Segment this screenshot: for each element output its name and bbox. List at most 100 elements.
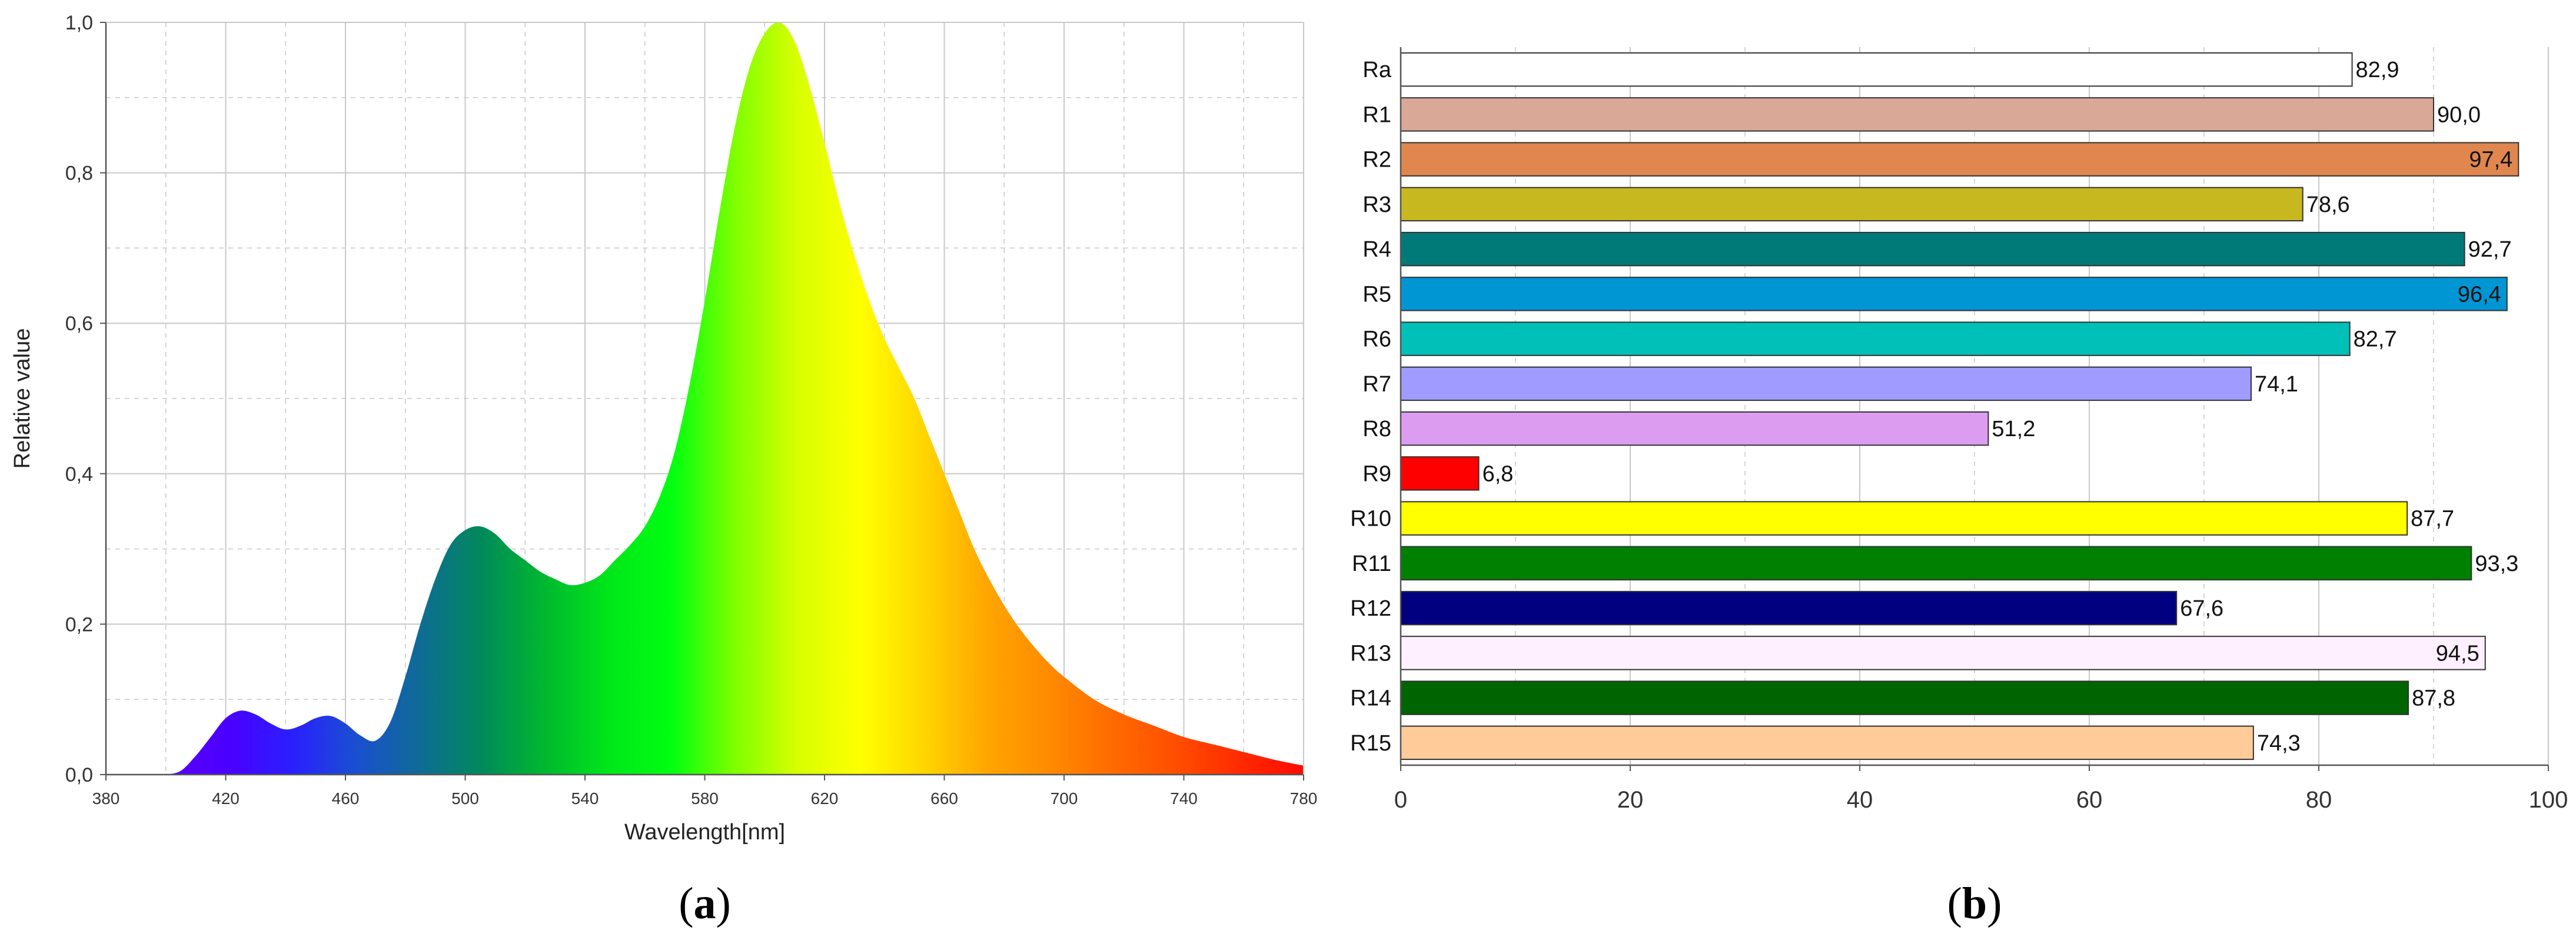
cri-value-label: 87,7 <box>2411 507 2454 532</box>
spectrum-x-tick-label: 620 <box>811 789 839 808</box>
panel-b-label-open: ( <box>1947 879 1962 928</box>
cri-value-label: 6,8 <box>1483 461 1514 486</box>
cri-x-tick-label: 40 <box>1847 787 1873 813</box>
cri-category-label: R12 <box>1350 596 1391 621</box>
cri-category-label: R2 <box>1362 148 1391 172</box>
spectrum-y-tick-label: 0,4 <box>65 463 93 486</box>
cri-value-label: 74,1 <box>2255 372 2298 397</box>
cri-bar-r6 <box>1400 321 2351 356</box>
panel-a-label-open: ( <box>679 879 693 928</box>
cri-value-label: 97,4 <box>2469 148 2512 172</box>
spectrum-area <box>165 22 1304 775</box>
cri-x-tick-label: 0 <box>1394 787 1407 813</box>
cri-category-label: R14 <box>1350 686 1391 711</box>
cri-bar-r2 <box>1400 142 2520 177</box>
cri-category-label: R4 <box>1362 237 1391 262</box>
cri-bar-row: R4 92,7 <box>1362 231 2512 267</box>
cri-bar-r10 <box>1400 501 2408 536</box>
cri-value-label: 78,6 <box>2306 192 2350 217</box>
cri-category-label: R15 <box>1350 731 1391 756</box>
cri-bar-r7 <box>1400 366 2252 401</box>
cri-value-label: 93,3 <box>2475 552 2518 576</box>
cri-bar-row: R9 6,8 <box>1362 456 1514 491</box>
cri-bar-r1 <box>1400 97 2434 132</box>
panel-b-label-letter: b <box>1962 879 1987 928</box>
spectrum-y-tick-label: 0,8 <box>65 162 93 185</box>
spectrum-y-tick-label: 0,0 <box>65 764 93 786</box>
panel-a-label: (a) <box>679 879 731 928</box>
spectrum-y-tick-label: 1,0 <box>65 12 93 34</box>
cri-category-label: R10 <box>1350 507 1391 532</box>
spectrum-chart: 380 420 460 500 540 580 620 660 700 740 780 0,0 0,2… <box>10 12 1317 928</box>
spectrum-y-tick-label: 0,6 <box>65 313 93 335</box>
cri-value-label: 87,8 <box>2412 686 2455 711</box>
cri-category-label: R1 <box>1362 102 1391 127</box>
cri-bar-r13 <box>1400 636 2486 670</box>
cri-bars: Ra 82,9 R1 90,0 R2 97,4 R3 78,6 R4 92,7 R5 96,4 R6 82… <box>1350 52 2520 760</box>
spectrum-x-ticks: 380 420 460 500 540 580 620 660 700 740 780 <box>92 775 1318 808</box>
cri-bar-row: R15 74,3 <box>1350 725 2301 760</box>
cri-x-tick-label: 60 <box>2076 787 2103 813</box>
cri-value-label: 51,2 <box>1992 417 2035 441</box>
cri-category-label: R6 <box>1362 327 1391 352</box>
cri-category-label: R8 <box>1362 417 1391 441</box>
cri-bar-row: R2 97,4 <box>1362 142 2520 177</box>
spectrum-x-tick-label: 660 <box>930 789 958 808</box>
cri-bar-ra <box>1400 52 2353 87</box>
cri-category-label: R5 <box>1362 282 1391 307</box>
spectrum-y-ticks: 0,0 0,2 0,4 0,6 0,8 1,0 <box>65 12 106 786</box>
cri-bar-row: R7 74,1 <box>1362 366 2298 401</box>
cri-category-label: Ra <box>1362 58 1391 82</box>
cri-x-tick-label: 100 <box>2529 787 2568 813</box>
cri-bar-row: R11 93,3 <box>1352 546 2518 581</box>
cri-bar-r9 <box>1400 456 1480 491</box>
cri-bar-row: R5 96,4 <box>1362 277 2508 311</box>
cri-value-label: 74,3 <box>2257 731 2301 756</box>
cri-value-label: 92,7 <box>2468 237 2512 262</box>
cri-category-label: R3 <box>1362 192 1391 217</box>
cri-category-label: R11 <box>1352 552 1391 576</box>
cri-x-tick-label: 80 <box>2306 787 2332 813</box>
spectrum-y-tick-label: 0,2 <box>65 613 93 636</box>
cri-bar-r11 <box>1400 546 2472 581</box>
cri-value-label: 67,6 <box>2180 596 2223 621</box>
spectrum-x-tick-label: 580 <box>691 789 719 808</box>
cri-value-label: 90,0 <box>2437 102 2481 127</box>
spectrum-x-axis-title: Wavelength[nm] <box>624 820 785 845</box>
cri-bar-row: Ra 82,9 <box>1362 52 2399 87</box>
cri-bar-r4 <box>1400 231 2465 267</box>
panel-a-label-letter: a <box>694 879 716 928</box>
panel-a-label-close: ) <box>716 879 731 928</box>
cri-bar-row: R6 82,7 <box>1362 321 2397 356</box>
cri-bar-r12 <box>1400 590 2178 626</box>
cri-bar-row: R12 67,6 <box>1350 590 2223 626</box>
cri-category-label: R13 <box>1350 641 1391 666</box>
cri-x-ticks: 0 20 40 60 80 100 <box>1394 765 2568 813</box>
cri-x-tick-label: 20 <box>1617 787 1644 813</box>
cri-category-label: R7 <box>1362 372 1391 397</box>
panel-b-label: (b) <box>1947 879 2002 928</box>
cri-bar-r15 <box>1400 725 2254 760</box>
spectrum-x-tick-label: 740 <box>1170 789 1198 808</box>
cri-bar-row: R14 87,8 <box>1350 680 2455 715</box>
cri-value-label: 82,7 <box>2354 327 2397 352</box>
spectrum-x-tick-label: 700 <box>1051 789 1078 808</box>
cri-value-label: 82,9 <box>2356 58 2399 82</box>
cri-value-label: 96,4 <box>2458 282 2501 307</box>
cri-axes <box>1400 47 2548 766</box>
spectrum-x-tick-label: 460 <box>332 789 360 808</box>
panel-b-label-close: ) <box>1987 879 2002 928</box>
cri-bar-row: R8 51,2 <box>1362 411 2035 446</box>
spectrum-x-tick-label: 780 <box>1290 789 1318 808</box>
cri-bar-row: R13 94,5 <box>1350 636 2486 670</box>
cri-bar-row: R1 90,0 <box>1362 97 2481 132</box>
cri-value-label: 94,5 <box>2436 641 2479 666</box>
cri-bar-r3 <box>1400 187 2304 222</box>
cri-bar-r14 <box>1400 680 2409 715</box>
spectrum-x-tick-label: 540 <box>571 789 599 808</box>
cri-category-label: R9 <box>1362 461 1391 486</box>
cri-bar-chart: Ra 82,9 R1 90,0 R2 97,4 R3 78,6 R4 92,7 R5 96,4 R6 82… <box>1350 47 2568 928</box>
cri-bar-row: R3 78,6 <box>1362 187 2350 222</box>
cri-bar-r8 <box>1400 411 1989 446</box>
